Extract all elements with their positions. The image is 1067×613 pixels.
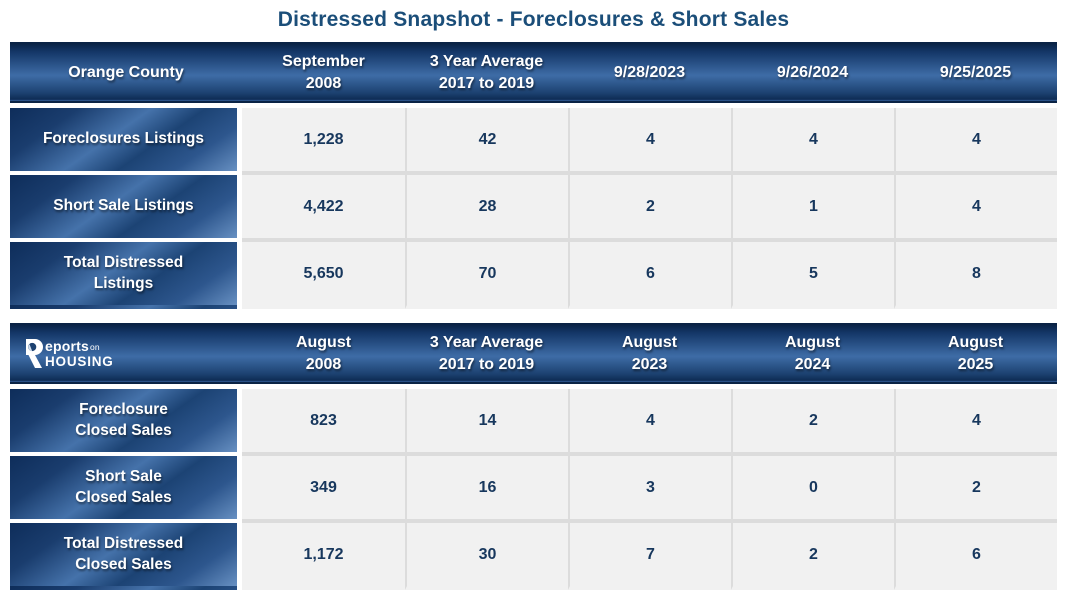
cell-value: 7 [568,523,731,590]
column-header-aug-2023: August 2023 [621,333,678,373]
closed-sales-header-row: eportson HOUSING August 2008 3 Year Aver… [10,323,1057,384]
cell-value: 2 [731,523,894,590]
row-label: Short Sale Closed Sales [10,456,242,523]
cell-value: 5 [731,242,894,309]
column-header-aug-2025: August 2025 [947,333,1004,373]
column-header-3yr-average: 3 Year Average 2017 to 2019 [429,52,544,92]
cell-value: 42 [405,108,568,175]
row-label: Total Distressed Listings [10,242,242,309]
reports-on-housing-logo: eportson HOUSING [10,325,242,382]
column-header-3yr-average: 3 Year Average 2017 to 2019 [429,333,544,373]
table-row-short-sale-closed-sales: Short Sale Closed Sales 349 16 3 0 2 [10,456,1057,523]
cell-value: 4 [568,389,731,456]
cell-value: 4 [731,108,894,175]
table-row-short-sale-listings: Short Sale Listings 4,422 28 2 1 4 [10,175,1057,242]
listings-table: Orange County September 2008 3 Year Aver… [10,42,1057,309]
cell-value: 4,422 [242,175,405,242]
housing-logo-icon [26,338,43,368]
corner-cell-orange-county: Orange County [68,63,184,81]
cell-value: 1,228 [242,108,405,175]
row-label: Foreclosures Listings [10,108,242,175]
cell-value: 3 [568,456,731,523]
cell-value: 16 [405,456,568,523]
logo-word-reports: eportson [45,337,100,354]
table-row-foreclosures-listings: Foreclosures Listings 1,228 42 4 4 4 [10,108,1057,175]
column-header-2025-date: 9/25/2025 [939,63,1012,81]
cell-value: 0 [731,456,894,523]
column-header-sept-2008: September 2008 [282,52,365,92]
page-title: Distressed Snapshot - Foreclosures & Sho… [277,8,790,31]
logo-word-housing: HOUSING [45,353,114,369]
closed-sales-table: eportson HOUSING August 2008 3 Year Aver… [10,323,1057,590]
cell-value: 4 [894,389,1057,456]
cell-value: 28 [405,175,568,242]
cell-value: 4 [568,108,731,175]
column-header-aug-2008: August 2008 [295,333,352,373]
cell-value: 2 [731,389,894,456]
cell-value: 2 [568,175,731,242]
row-label: Foreclosure Closed Sales [10,389,242,456]
column-header-aug-2024: August 2024 [784,333,841,373]
cell-value: 2 [894,456,1057,523]
cell-value: 823 [242,389,405,456]
row-label: Short Sale Listings [10,175,242,242]
row-label: Total Distressed Closed Sales [10,523,242,590]
cell-value: 4 [894,175,1057,242]
cell-value: 14 [405,389,568,456]
table-row-total-distressed-closed-sales: Total Distressed Closed Sales 1,172 30 7… [10,523,1057,590]
cell-value: 70 [405,242,568,309]
cell-value: 6 [568,242,731,309]
cell-value: 349 [242,456,405,523]
cell-value: 6 [894,523,1057,590]
cell-value: 30 [405,523,568,590]
cell-value: 4 [894,108,1057,175]
listings-header-row: Orange County September 2008 3 Year Aver… [10,42,1057,103]
column-header-2023-date: 9/28/2023 [613,63,686,81]
cell-value: 8 [894,242,1057,309]
cell-value: 5,650 [242,242,405,309]
page: Distressed Snapshot - Foreclosures & Sho… [0,8,1067,590]
logo-word-on: on [90,341,100,352]
cell-value: 1,172 [242,523,405,590]
column-header-2024-date: 9/26/2024 [776,63,849,81]
cell-value: 1 [731,175,894,242]
table-row-total-distressed-listings: Total Distressed Listings 5,650 70 6 5 8 [10,242,1057,309]
table-row-foreclosure-closed-sales: Foreclosure Closed Sales 823 14 4 2 4 [10,389,1057,456]
